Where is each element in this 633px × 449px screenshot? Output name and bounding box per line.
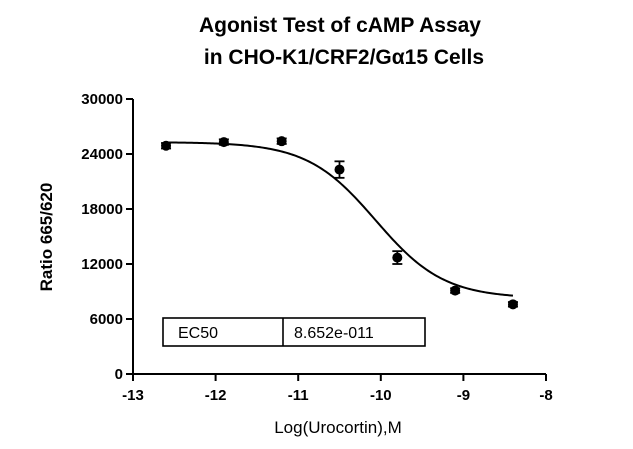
data-point bbox=[161, 140, 172, 151]
data-point bbox=[450, 285, 461, 296]
y-tick-label: 18000 bbox=[81, 201, 123, 218]
data-point bbox=[334, 164, 345, 175]
ec50-table-border bbox=[162, 317, 426, 347]
ec50-table: EC50 8.652e-011 bbox=[162, 317, 426, 347]
x-tick-label: -13 bbox=[122, 387, 144, 404]
y-tick-label: 12000 bbox=[81, 256, 123, 273]
data-point bbox=[392, 252, 403, 263]
chart-title-line-1: Agonist Test of cAMP Assay bbox=[199, 14, 481, 37]
y-tick-label: 30000 bbox=[81, 91, 123, 108]
x-tick-label: -10 bbox=[370, 387, 392, 404]
data-point bbox=[218, 137, 229, 148]
x-tick-label: -12 bbox=[205, 387, 227, 404]
ec50-value: 8.652e-011 bbox=[294, 325, 374, 342]
x-tick-label: -9 bbox=[457, 387, 470, 404]
chart-title-line-2: in CHO-K1/CRF2/Gα15 Cells bbox=[204, 46, 484, 69]
x-axis-label: Log(Urocortin),M bbox=[274, 418, 402, 437]
y-axis-label: Ratio 665/620 bbox=[37, 183, 56, 292]
axes: 0 6000 12000 18000 24000 30000 -13 -12 -11 -10 -9 -… bbox=[81, 91, 552, 404]
x-tick-label: -11 bbox=[288, 387, 309, 404]
data-point bbox=[276, 136, 287, 147]
data-point bbox=[507, 299, 518, 310]
y-tick-label: 24000 bbox=[81, 146, 123, 163]
ec50-label: EC50 bbox=[178, 325, 218, 342]
data-points-layer bbox=[161, 136, 518, 310]
x-tick-label: -8 bbox=[539, 387, 552, 404]
y-tick-label: 6000 bbox=[90, 311, 123, 328]
y-tick-label: 0 bbox=[115, 366, 123, 383]
